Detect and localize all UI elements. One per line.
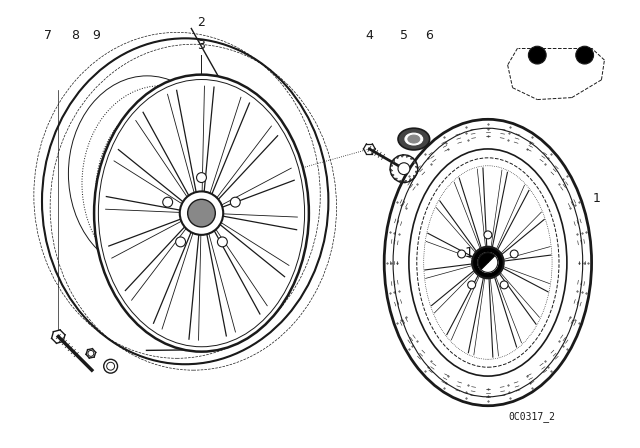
Text: 3: 3: [198, 39, 205, 52]
Ellipse shape: [478, 253, 498, 272]
Ellipse shape: [500, 281, 508, 289]
Ellipse shape: [472, 247, 504, 278]
Text: 6: 6: [425, 29, 433, 42]
Polygon shape: [399, 180, 402, 182]
Text: 2: 2: [198, 16, 205, 29]
Ellipse shape: [529, 46, 546, 64]
Polygon shape: [415, 171, 417, 174]
Ellipse shape: [196, 172, 207, 182]
Polygon shape: [478, 255, 488, 270]
Polygon shape: [394, 178, 397, 179]
Ellipse shape: [163, 197, 173, 207]
Text: 4: 4: [365, 29, 373, 42]
Ellipse shape: [405, 133, 422, 145]
Polygon shape: [390, 164, 392, 166]
Polygon shape: [413, 175, 415, 178]
Text: 0C0317_2: 0C0317_2: [508, 411, 556, 422]
Polygon shape: [414, 162, 417, 164]
Ellipse shape: [398, 163, 410, 175]
Text: 1: 1: [464, 246, 473, 260]
Ellipse shape: [175, 237, 186, 247]
Ellipse shape: [484, 231, 492, 239]
Ellipse shape: [408, 135, 420, 143]
Polygon shape: [410, 158, 413, 159]
Ellipse shape: [576, 46, 593, 64]
Text: 9: 9: [92, 29, 100, 42]
Ellipse shape: [230, 197, 240, 207]
Polygon shape: [481, 253, 495, 263]
Ellipse shape: [218, 237, 227, 247]
Text: 8: 8: [71, 29, 79, 42]
Polygon shape: [390, 169, 392, 171]
Ellipse shape: [468, 281, 476, 289]
Polygon shape: [397, 156, 399, 159]
Ellipse shape: [188, 199, 215, 227]
Text: 5: 5: [400, 29, 408, 42]
Polygon shape: [409, 179, 410, 181]
Polygon shape: [406, 155, 409, 157]
Ellipse shape: [510, 250, 518, 258]
Text: 1: 1: [593, 192, 600, 205]
Ellipse shape: [180, 191, 223, 235]
Polygon shape: [404, 180, 406, 182]
Polygon shape: [391, 174, 394, 175]
Polygon shape: [393, 159, 394, 162]
Ellipse shape: [94, 75, 309, 352]
Polygon shape: [415, 166, 418, 169]
Polygon shape: [402, 155, 404, 157]
Ellipse shape: [458, 250, 465, 258]
Ellipse shape: [398, 128, 429, 150]
Text: 7: 7: [44, 29, 52, 42]
